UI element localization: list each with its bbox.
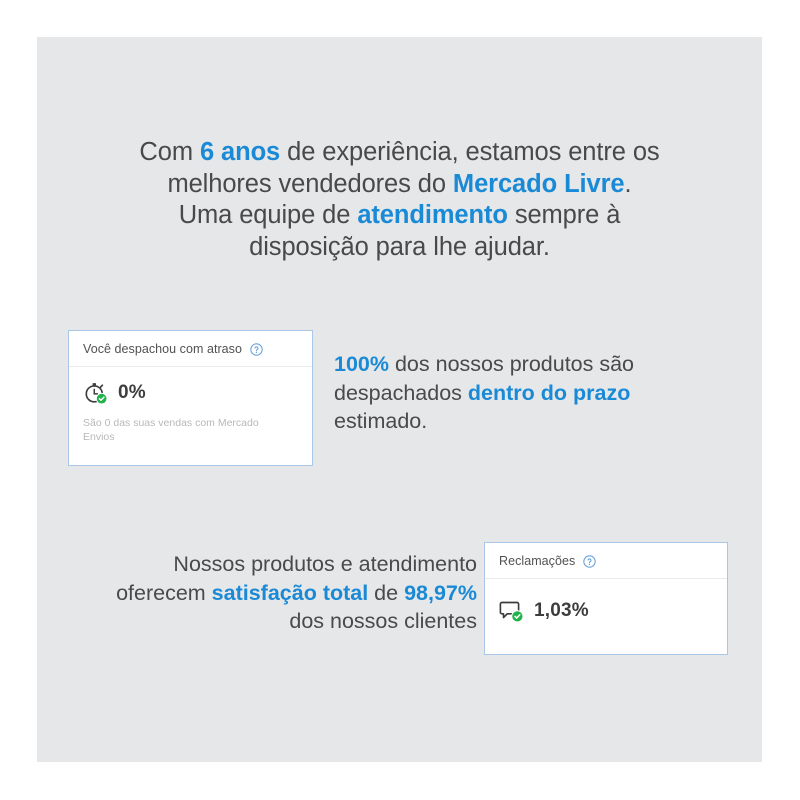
card-despacho-atraso-subtext: São 0 das suas vendas com Mercado Envios: [83, 417, 259, 443]
headline-line2-pre: melhores vendedores do: [167, 169, 453, 198]
text-block-prazo: 100% dos nossos produtos são despachados…: [334, 350, 689, 436]
help-circle-icon[interactable]: [250, 342, 263, 356]
text-prazo-mid: dos nossos produtos são despachados: [334, 352, 635, 405]
promo-banner: Com 6 anos de experiência, estamos entre…: [37, 37, 762, 762]
card-reclamacoes-body: 1,03%: [485, 579, 727, 636]
stopwatch-check-icon: [85, 383, 108, 405]
card-despacho-atraso-header: Você despachou com atraso: [69, 331, 312, 367]
headline-highlight-anos: 6 anos: [199, 138, 281, 166]
text-satisfacao-mid: de: [368, 580, 405, 605]
headline: Com 6 anos de experiência, estamos entre…: [97, 137, 702, 263]
headline-line3-pre: Uma equipe de: [178, 201, 358, 229]
text-satisfacao-tail: dos nossos clientes: [289, 609, 477, 633]
card-reclamacoes: Reclamações 1,03%: [484, 542, 728, 655]
headline-highlight-mercado-livre: Mercado Livre: [452, 169, 625, 198]
headline-line1-post: de experiência, estamos entre os: [280, 138, 660, 166]
headline-line4: disposição para lhe ajudar.: [249, 232, 550, 261]
text-prazo-highlight-100: 100%: [334, 352, 389, 376]
text-prazo-tail: estimado.: [334, 409, 428, 433]
metric-row-reclamacoes: 1,03%: [499, 598, 713, 624]
text-block-satisfacao: Nossos produtos e atendimento oferecem s…: [87, 550, 477, 636]
headline-line2-post: .: [624, 169, 632, 198]
headline-line1-pre: Com: [139, 138, 200, 166]
text-prazo-highlight-dentro-do-prazo: dentro do prazo: [467, 380, 631, 405]
headline-highlight-atendimento: atendimento: [357, 201, 508, 229]
text-satisfacao-highlight-total: satisfação total: [211, 580, 369, 605]
card-despacho-atraso-value: 0%: [118, 382, 146, 403]
card-despacho-atraso-title: Você despachou com atraso: [83, 342, 242, 356]
card-reclamacoes-header: Reclamações: [485, 543, 727, 579]
metric-row-atraso: 0%: [83, 380, 298, 406]
text-satisfacao-highlight-percent: 98,97%: [404, 580, 477, 605]
headline-line3-post: sempre à: [507, 201, 621, 229]
help-circle-icon[interactable]: [583, 554, 596, 568]
card-despacho-atraso-body: 0% São 0 das suas vendas com Mercado Env…: [69, 367, 312, 456]
card-reclamacoes-value: 1,03%: [534, 600, 589, 621]
card-despacho-atraso: Você despachou com atraso: [68, 330, 313, 466]
card-reclamacoes-title: Reclamações: [499, 554, 576, 568]
text-satisfacao-lead: Nossos produtos e atendimento oferecem: [116, 552, 477, 605]
speech-bubble-check-icon: [499, 601, 524, 623]
